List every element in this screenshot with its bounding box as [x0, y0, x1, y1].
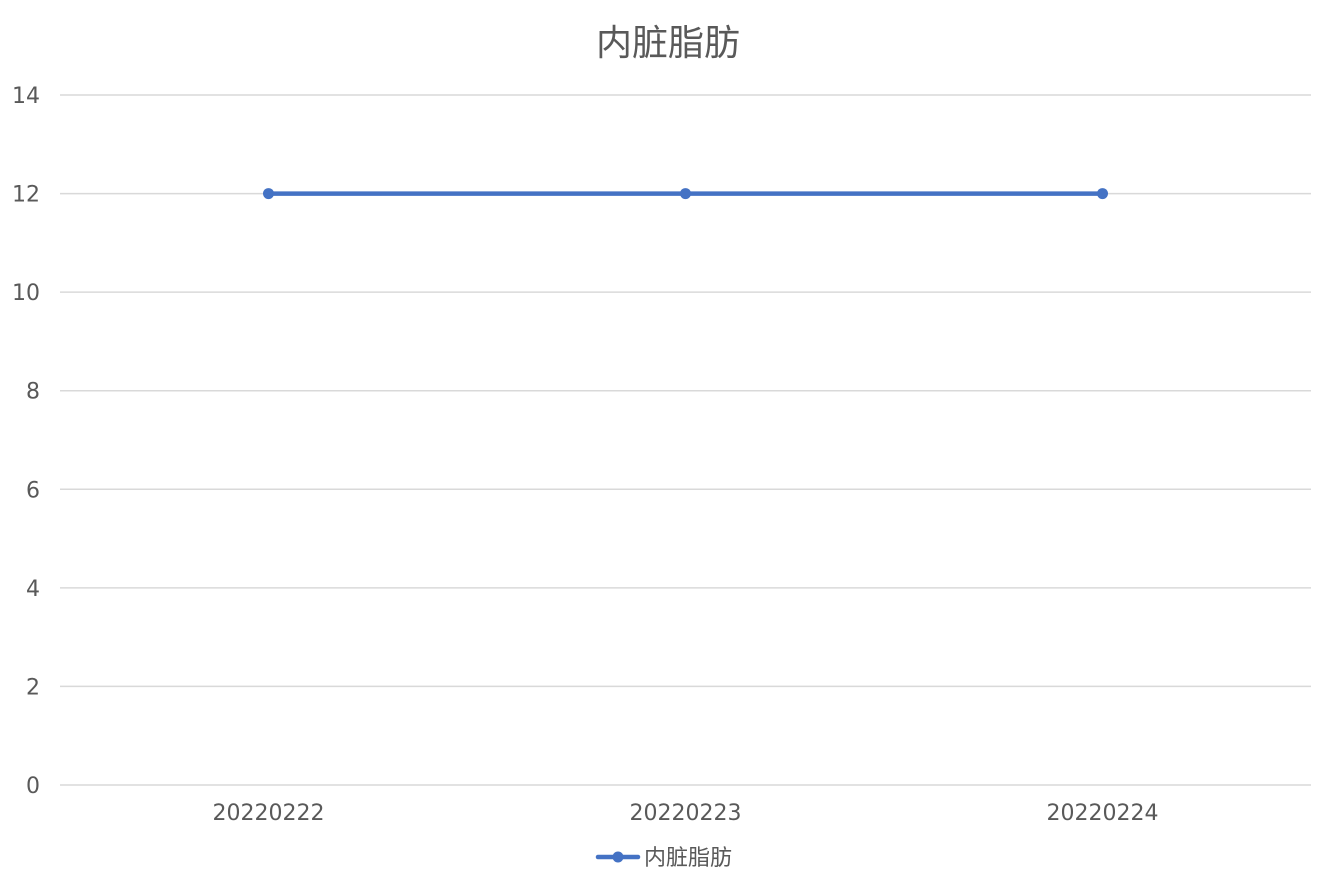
y-tick-label: 0 [26, 774, 40, 799]
legend-marker [612, 851, 624, 863]
legend-label: 内脏脂肪 [644, 846, 732, 871]
x-axis-ticks: 20220222 20220223 20220224 [213, 801, 1159, 826]
y-tick-label: 2 [26, 675, 40, 700]
data-point [263, 188, 274, 200]
x-tick-label: 20220224 [1047, 801, 1159, 826]
data-point [680, 188, 691, 200]
y-axis-ticks: 0 2 4 6 8 10 12 14 [12, 84, 40, 799]
y-tick-label: 10 [12, 281, 40, 306]
y-tick-label: 12 [12, 183, 40, 208]
y-tick-label: 14 [12, 84, 40, 109]
x-tick-label: 20220222 [213, 801, 325, 826]
series-group [263, 188, 1108, 200]
legend: 内脏脂肪 [595, 846, 732, 871]
y-tick-label: 6 [26, 478, 40, 503]
data-point [1097, 188, 1108, 200]
chart-title: 内脏脂肪 [596, 23, 740, 64]
y-tick-label: 8 [26, 380, 40, 405]
x-tick-label: 20220223 [630, 801, 742, 826]
y-tick-label: 4 [26, 577, 40, 602]
